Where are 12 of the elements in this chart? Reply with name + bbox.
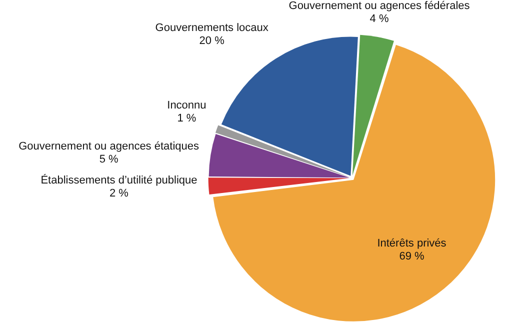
slice-label: Gouvernements locaux <box>155 22 269 34</box>
data-label: 5 % <box>99 154 118 166</box>
slice-label: Établissements d’utilité publique <box>40 174 198 187</box>
data-label: 2 % <box>109 188 129 200</box>
slice-label: Gouvernement ou agences fédérales <box>288 0 470 12</box>
data-label: 20 % <box>199 35 225 48</box>
slice-label: Gouvernement ou agences étatiques <box>18 140 200 153</box>
slice-label: Inconnu <box>167 100 206 112</box>
data-label: 1 % <box>177 112 196 125</box>
data-label: 4 % <box>370 12 389 25</box>
data-label: 69 % <box>399 250 425 262</box>
slice-label: Intérêts privés <box>377 237 447 250</box>
